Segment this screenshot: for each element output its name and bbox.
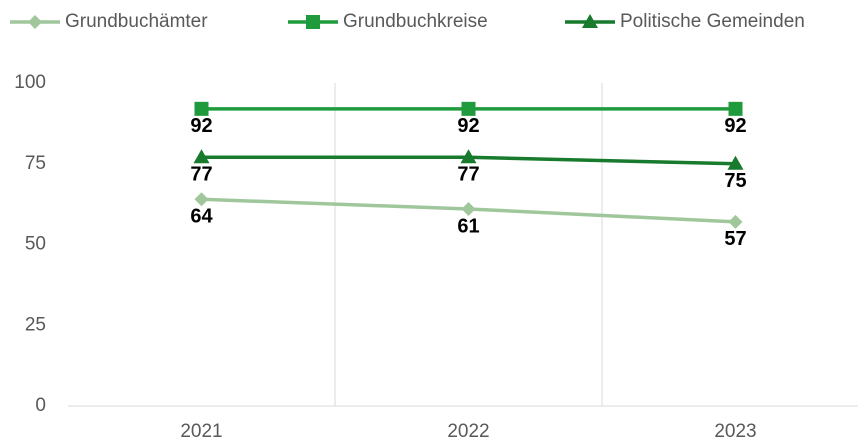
y-tick-label: 100 [14,72,46,93]
data-label: 61 [457,215,479,237]
data-label: 64 [190,206,213,228]
data-label: 77 [190,164,212,186]
y-tick-label: 25 [25,314,46,335]
data-label: 92 [190,115,212,137]
legend-label: Politische Gemeinden [620,11,805,32]
y-tick-label: 75 [25,153,46,174]
legend-label: Grundbuchkreise [343,11,488,32]
data-label: 92 [724,115,746,137]
marker [728,101,743,116]
data-label: 75 [724,170,746,192]
data-label: 57 [724,228,746,250]
y-tick-label: 50 [25,234,46,255]
data-label: 92 [457,115,479,137]
marker [193,149,210,164]
marker [28,15,42,29]
marker [194,101,209,116]
data-label: 77 [457,164,479,186]
legend-label: Grundbuchämter [65,11,208,32]
marker [460,149,477,164]
x-tick-label: 2023 [714,421,756,442]
marker [461,101,476,116]
x-tick-label: 2022 [447,421,489,442]
x-tick-label: 2021 [180,421,222,442]
marker [582,14,598,28]
marker [727,155,744,170]
marker [461,201,476,216]
y-tick-label: 0 [35,395,46,416]
marker [194,192,209,207]
marker [306,15,320,29]
marker [728,214,743,229]
